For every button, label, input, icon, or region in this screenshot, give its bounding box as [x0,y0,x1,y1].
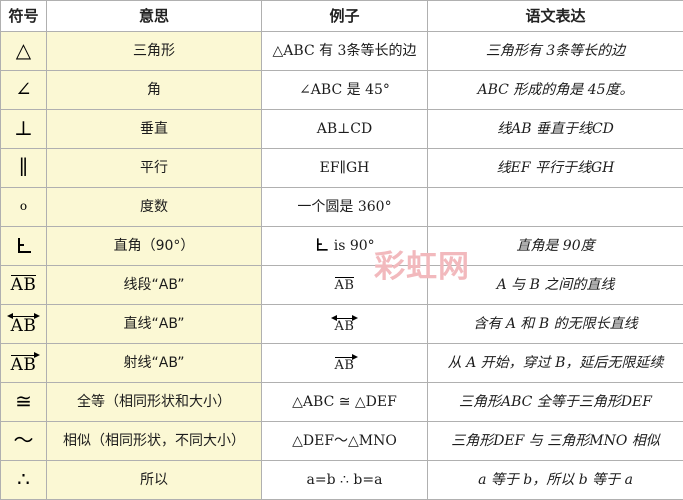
meaning-cell: 直角（90°） [46,226,262,266]
ray-ab-glyph-inline: AB [334,352,359,372]
table-row: 直角（90°） is 90° 直角是 90度 [0,226,683,266]
congruent-symbol: ≅ [0,382,47,422]
line-ab-glyph: AB [6,311,41,335]
table-row: ∠ 角 ∠ABC 是 45° ABC 形成的角是 45度。 [0,70,683,110]
example-cell: 一个圆是 360° [261,187,428,227]
language-cell [427,187,683,227]
therefore-glyph: ∴ [17,466,30,491]
table-body: △ 三角形 △ABC 有 3条等长的边 三角形有 3条等长的边 ∠ 角 ∠ABC… [0,31,683,500]
meaning-cell: 射线“AB” [46,343,262,383]
table-header-row: 符号 意思 例子 语文表达 [0,0,683,32]
language-cell: 线EF 平行于线GH [427,148,683,188]
language-cell: A 与 B 之间的直线 [427,265,683,305]
line-ab-glyph-inline: AB [330,313,359,333]
similar-glyph: ～ [13,427,34,452]
example-cell: △DEF～△MNO [261,421,428,461]
meaning-cell: 角 [46,70,262,110]
arrow-head-right-icon [352,353,359,360]
parallel-symbol: ∥ [0,148,47,188]
table-row: AB 射线“AB” AB 从 A 开始，穿过 B，延后无限延续 [0,343,683,383]
language-cell: 三角形有 3条等长的边 [427,31,683,71]
meaning-cell: 垂直 [46,109,262,149]
example-text: is 90° [333,238,375,255]
table-row: △ 三角形 △ABC 有 3条等长的边 三角形有 3条等长的边 [0,31,683,71]
line-bar [10,355,37,357]
language-cell: ABC 形成的角是 45度。 [427,70,683,110]
right-angle-symbol [0,226,47,266]
arrow-head-right-icon [34,312,41,319]
example-cell: AB [261,265,428,305]
congruent-glyph: ≅ [15,388,32,413]
language-cell: 线AB 垂直于线CD [427,109,683,149]
line-bar [334,318,355,320]
example-cell: AB [261,304,428,344]
example-cell: is 90° [261,226,428,266]
example-cell: EF∥GH [261,148,428,188]
perpendicular-symbol: ⊥ [0,109,47,149]
language-cell: 三角形ABC 全等于三角形DEF [427,382,683,422]
meaning-cell: 所以 [46,460,262,500]
meaning-cell: 三角形 [46,31,262,71]
table-header: 符号 意思 例子 语文表达 [0,0,683,32]
arrow-head-right-icon [34,351,41,358]
triangle-symbol: △ [0,31,47,71]
triangle-glyph: △ [15,37,32,62]
table-row: ∥ 平行 EF∥GH 线EF 平行于线GH [0,148,683,188]
line-segment-ab-symbol: AB [0,265,47,305]
right-angle-glyph-inline [316,238,328,251]
therefore-symbol: ∴ [0,460,47,500]
column-header-language: 语文表达 [427,0,683,32]
meaning-cell: 线段“AB” [46,265,262,305]
angle-symbol: ∠ [0,70,47,110]
meaning-cell: 平行 [46,148,262,188]
column-header-meaning: 意思 [46,0,262,32]
line-bar [10,316,37,318]
degree-symbol: o [0,187,47,227]
language-cell: 直角是 90度 [427,226,683,266]
table-row: ～ 相似（相同形状，不同大小） △DEF～△MNO 三角形DEF 与 三角形MN… [0,421,683,461]
language-cell: 三角形DEF 与 三角形MNO 相似 [427,421,683,461]
example-cell: ∠ABC 是 45° [261,70,428,110]
example-cell: AB⊥CD [261,109,428,149]
column-header-example: 例子 [261,0,428,32]
meaning-cell: 全等（相同形状和大小） [46,382,262,422]
language-cell: 从 A 开始，穿过 B，延后无限延续 [427,343,683,383]
meaning-cell: 直线“AB” [46,304,262,344]
line-bar [334,357,355,359]
segment-ab-glyph: AB [10,274,37,295]
column-header-symbol: 符号 [0,0,47,32]
language-cell: a 等于 b，所以 b 等于 a [427,460,683,500]
meaning-cell: 度数 [46,187,262,227]
angle-glyph: ∠ [15,76,32,101]
arrow-head-right-icon [352,314,359,321]
language-cell: 含有 A 和 B 的无限长直线 [427,304,683,344]
example-cell: AB [261,343,428,383]
table-row: AB 直线“AB” AB 含有 A 和 B 的无限长直线 [0,304,683,344]
arrow-head-left-icon [6,312,13,319]
parallel-glyph: ∥ [18,154,29,179]
right-angle-glyph [16,237,31,253]
ray-ab-symbol: AB [0,343,47,383]
perpendicular-glyph: ⊥ [14,115,33,140]
example-cell: △ABC ≅ △DEF [261,382,428,422]
similar-symbol: ～ [0,421,47,461]
line-ab-symbol: AB [0,304,47,344]
table-row: ∴ 所以 a=b ∴ b=a a 等于 b，所以 b 等于 a [0,460,683,500]
arrow-head-left-icon [330,314,337,321]
meaning-cell: 相似（相同形状，不同大小） [46,421,262,461]
table-row: o 度数 一个圆是 360° [0,187,683,227]
degree-glyph: o [19,198,28,213]
example-cell: a=b ∴ b=a [261,460,428,500]
ray-ab-glyph: AB [10,350,41,374]
example-cell: △ABC 有 3条等长的边 [261,31,428,71]
table-row: ⊥ 垂直 AB⊥CD 线AB 垂直于线CD [0,109,683,149]
table-row: ≅ 全等（相同形状和大小） △ABC ≅ △DEF 三角形ABC 全等于三角形D… [0,382,683,422]
table-row: AB 线段“AB” AB A 与 B 之间的直线 [0,265,683,305]
segment-ab-glyph-inline: AB [334,276,355,293]
